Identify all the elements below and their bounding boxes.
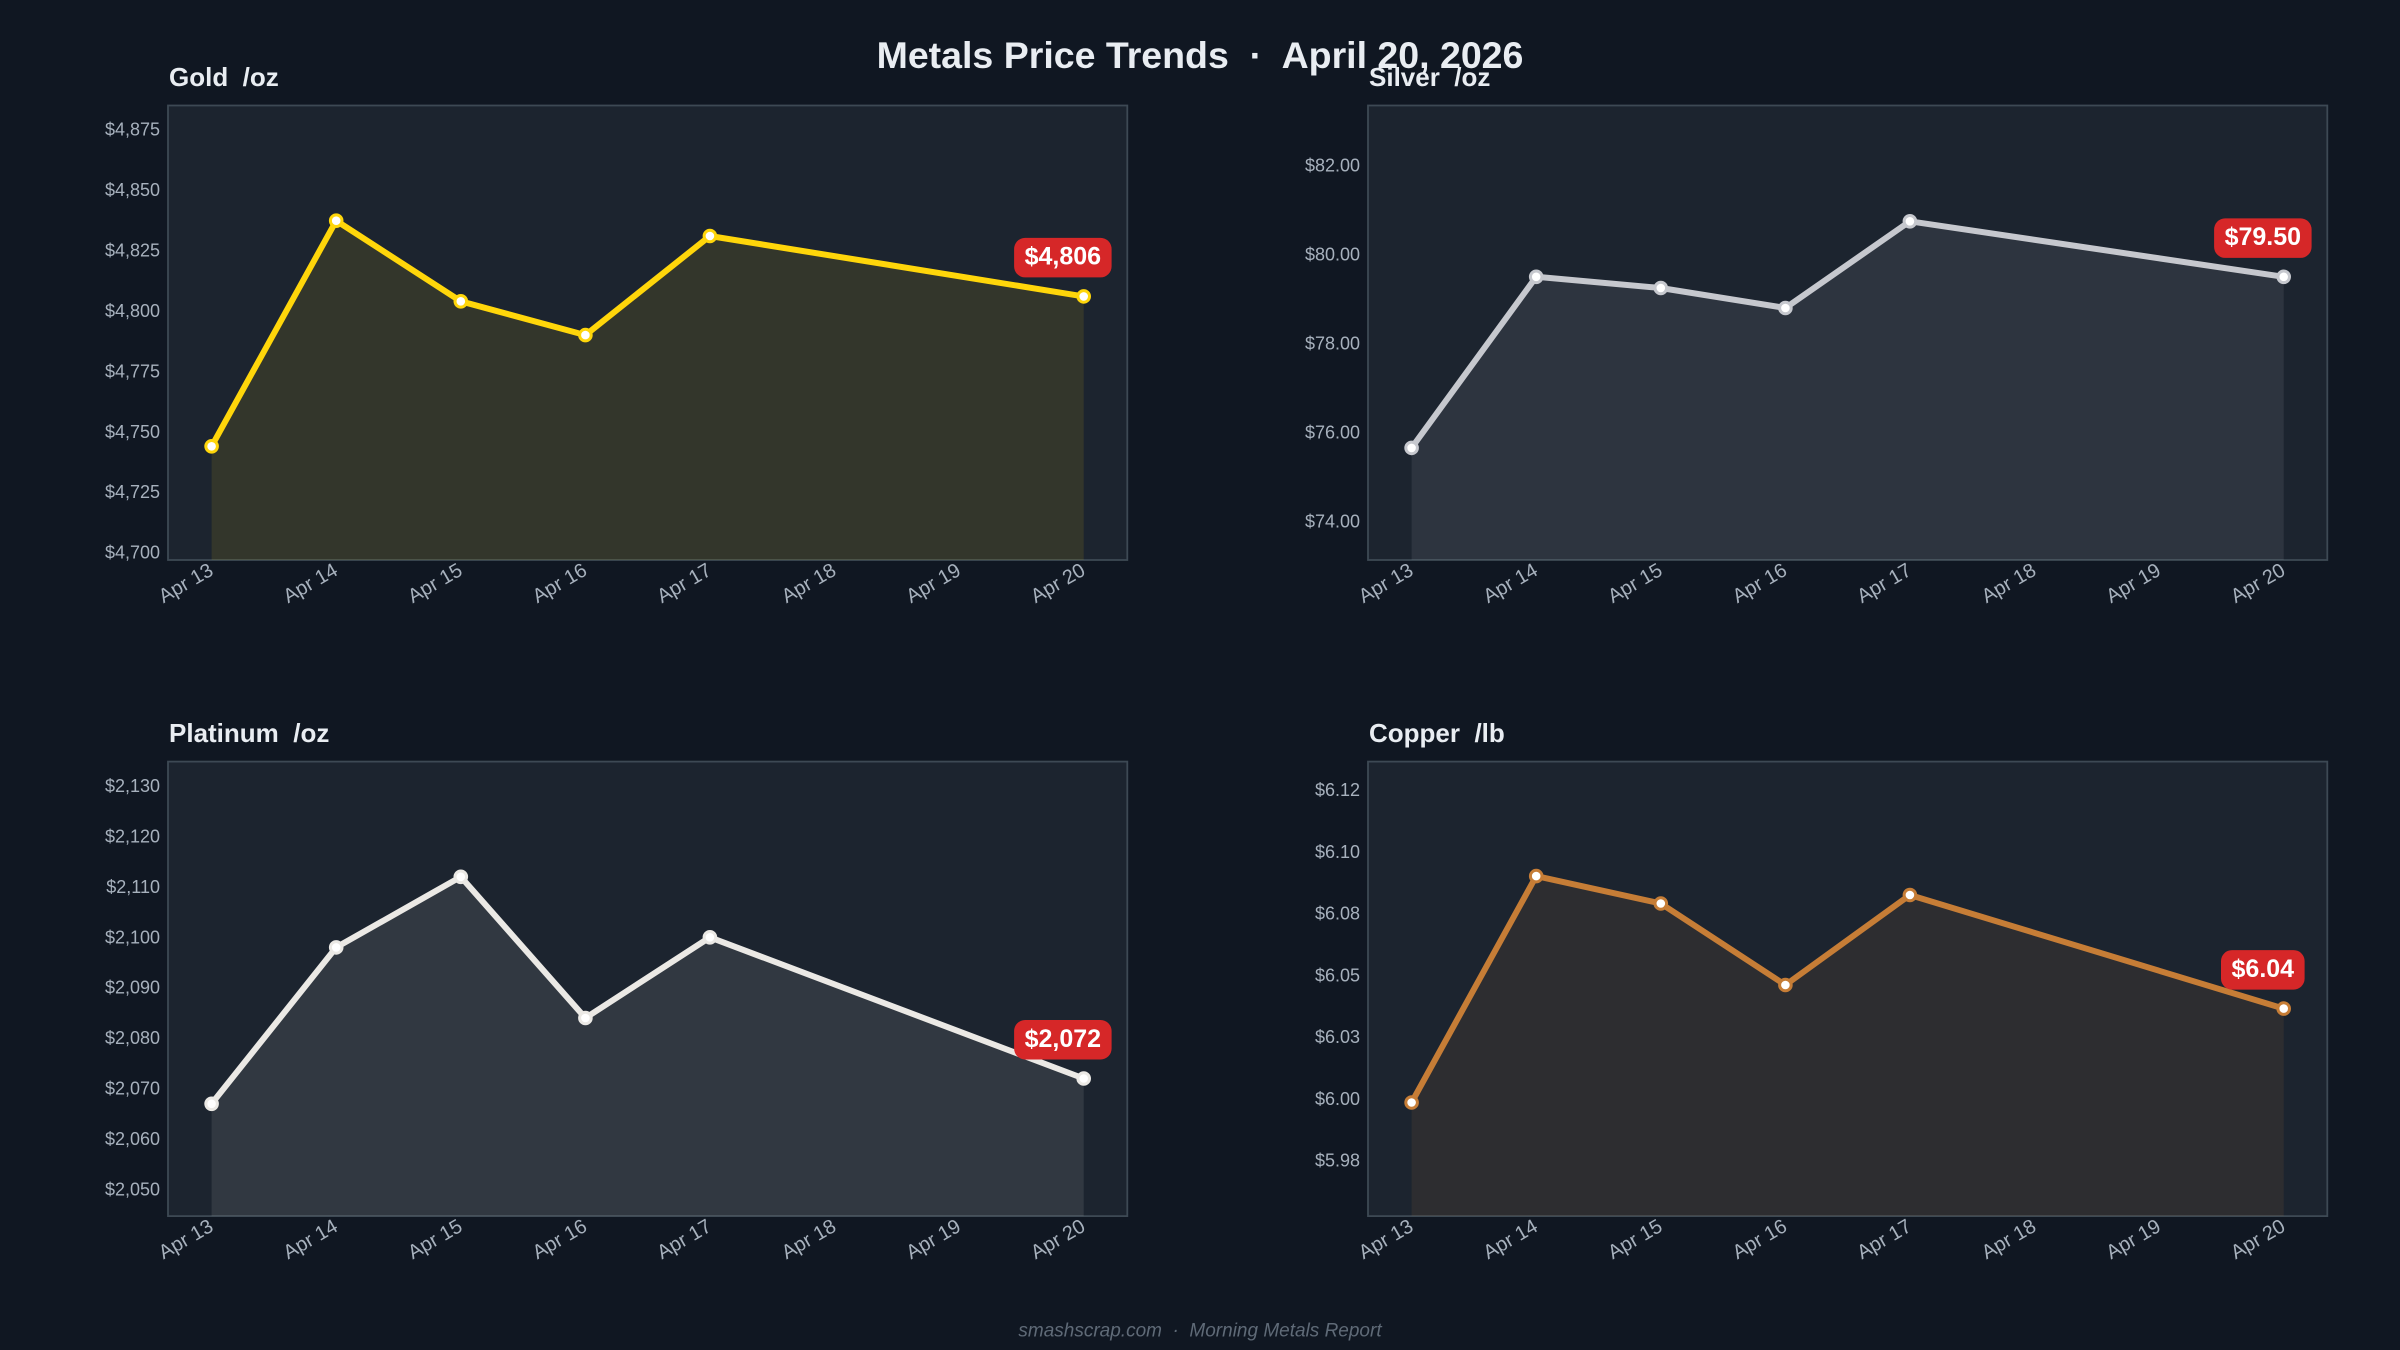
svg-text:$4,850: $4,850 — [105, 180, 160, 200]
svg-text:$4,825: $4,825 — [105, 241, 160, 261]
svg-text:$79.50: $79.50 — [2225, 223, 2301, 251]
svg-text:$4,750: $4,750 — [105, 422, 160, 442]
svg-text:Metals Price Trends · April: Metals Price Trends · April 20, 2026 — [877, 34, 1524, 76]
svg-text:$80.00: $80.00 — [1305, 245, 1360, 265]
svg-text:$74.00: $74.00 — [1305, 511, 1360, 531]
svg-text:Gold /oz: Gold /oz — [169, 62, 279, 92]
svg-text:$2,072: $2,072 — [1025, 1025, 1101, 1053]
svg-text:$4,700: $4,700 — [105, 543, 160, 563]
svg-text:$4,775: $4,775 — [105, 361, 160, 381]
svg-text:$2,080: $2,080 — [105, 1028, 160, 1048]
svg-text:$6.12: $6.12 — [1315, 780, 1360, 800]
svg-text:$6.10: $6.10 — [1315, 842, 1360, 862]
svg-text:$4,806: $4,806 — [1025, 243, 1101, 271]
svg-text:$5.98: $5.98 — [1315, 1151, 1360, 1171]
svg-text:$2,090: $2,090 — [105, 978, 160, 998]
svg-text:$6.08: $6.08 — [1315, 904, 1360, 924]
svg-text:$4,800: $4,800 — [105, 301, 160, 321]
svg-text:$4,725: $4,725 — [105, 482, 160, 502]
svg-text:$78.00: $78.00 — [1305, 334, 1360, 354]
svg-text:$2,050: $2,050 — [105, 1180, 160, 1200]
svg-text:Copper /lb: Copper /lb — [1369, 718, 1505, 748]
svg-text:smashscrap.com · Morning Met: smashscrap.com · Morning Metals Report — [1018, 1321, 1382, 1342]
svg-text:$2,070: $2,070 — [105, 1079, 160, 1099]
svg-text:$6.05: $6.05 — [1315, 965, 1360, 985]
svg-text:$6.04: $6.04 — [2232, 955, 2295, 983]
svg-text:$6.03: $6.03 — [1315, 1027, 1360, 1047]
svg-text:$82.00: $82.00 — [1305, 156, 1360, 176]
svg-text:$2,060: $2,060 — [105, 1129, 160, 1149]
svg-text:Silver /oz: Silver /oz — [1369, 62, 1490, 92]
svg-text:Platinum /oz: Platinum /oz — [169, 718, 329, 748]
svg-text:$2,110: $2,110 — [106, 877, 160, 897]
svg-text:$76.00: $76.00 — [1305, 422, 1360, 442]
svg-text:$2,130: $2,130 — [105, 776, 160, 796]
svg-text:$6.00: $6.00 — [1315, 1089, 1360, 1109]
svg-text:$4,875: $4,875 — [105, 120, 160, 140]
svg-text:$2,100: $2,100 — [105, 927, 160, 947]
svg-text:$2,120: $2,120 — [105, 826, 160, 846]
